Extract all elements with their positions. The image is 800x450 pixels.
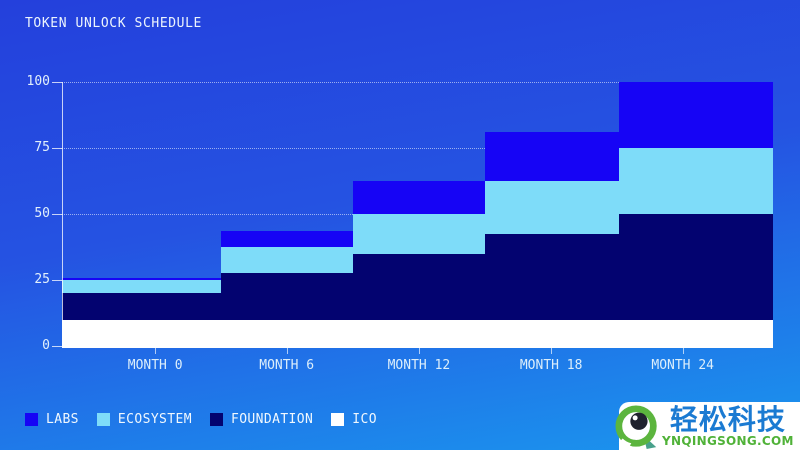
segment-foundation-0	[62, 293, 222, 320]
legend: LABS ECOSYSTEM FOUNDATION ICO	[25, 412, 377, 427]
segment-foundation-1	[221, 273, 353, 320]
x-tick-label-month-24: MONTH 24	[651, 358, 714, 373]
chart-title: TOKEN UNLOCK SCHEDULE	[25, 16, 202, 31]
y-axis-line	[62, 82, 63, 346]
y-tick-100	[52, 82, 62, 83]
legend-item-ecosystem: ECOSYSTEM	[96, 412, 192, 427]
segment-ico-0	[62, 319, 222, 346]
segment-ecosystem-2	[352, 214, 486, 254]
plot-area	[62, 82, 773, 346]
legend-swatch-ico	[331, 413, 345, 426]
y-tick-75	[52, 148, 62, 149]
chart-column-1	[221, 82, 353, 346]
legend-swatch-foundation	[209, 413, 223, 426]
legend-item-foundation: FOUNDATION	[209, 412, 314, 427]
x-tick-label-month-18: MONTH 18	[519, 358, 583, 373]
brand-text-block: 轻松科技 YNQINGSONG.COM	[662, 402, 794, 448]
y-tick-label-100: 100	[26, 74, 50, 89]
brand-mascot-icon	[615, 405, 657, 450]
y-tick-label-50: 50	[34, 206, 50, 221]
segment-ecosystem-1	[221, 247, 353, 274]
legend-label-ecosystem: ECOSYSTEM	[117, 412, 192, 427]
gridline-75	[62, 148, 773, 149]
segment-ico-2	[352, 319, 486, 346]
chart-column-3	[485, 82, 619, 346]
segment-labs-2	[352, 181, 486, 215]
x-tick-4	[682, 348, 684, 354]
gridline-100	[62, 82, 773, 83]
segment-labs-0	[62, 278, 222, 281]
chart-column-0	[62, 82, 222, 346]
x-tick-2	[418, 348, 420, 354]
x-tick-3	[551, 348, 553, 354]
segment-ecosystem-0	[62, 280, 222, 294]
chart-column-2	[352, 82, 486, 346]
y-tick-label-25: 25	[34, 272, 50, 287]
brand-name: 轻松科技	[669, 402, 786, 436]
segment-ico-1	[221, 319, 353, 346]
x-tick-label-month-12: MONTH 12	[387, 358, 451, 373]
segment-ecosystem-3	[485, 181, 619, 234]
y-tick-50	[52, 214, 62, 215]
segment-foundation-3	[485, 233, 619, 320]
segment-ico-3	[485, 319, 619, 346]
x-tick-0	[155, 348, 157, 354]
legend-label-labs: LABS	[46, 412, 79, 427]
x-axis-line	[62, 346, 773, 348]
x-tick-label-month-0: MONTH 0	[127, 358, 183, 373]
y-tick-25	[52, 280, 62, 281]
legend-item-labs: LABS	[25, 412, 79, 427]
y-tick-label-75: 75	[34, 140, 50, 155]
segment-labs-4	[618, 82, 773, 149]
segment-ico-4	[618, 319, 773, 346]
segment-foundation-2	[352, 253, 486, 320]
x-tick-1	[286, 348, 288, 354]
chart-column-4	[618, 82, 773, 346]
segment-labs-1	[221, 230, 353, 248]
brand-site: YNQINGSONG.COM	[662, 433, 794, 448]
x-tick-label-month-6: MONTH 6	[259, 358, 315, 373]
legend-item-ico: ICO	[331, 412, 377, 427]
legend-label-ico: ICO	[352, 412, 377, 427]
legend-label-foundation: FOUNDATION	[230, 412, 314, 427]
segment-foundation-4	[618, 214, 773, 320]
segment-ecosystem-4	[618, 148, 773, 215]
y-tick-0	[52, 346, 62, 347]
y-tick-label-0: 0	[42, 338, 50, 353]
watermark-panel: 轻松科技 YNQINGSONG.COM	[615, 402, 800, 450]
legend-swatch-ecosystem	[96, 413, 110, 426]
segment-labs-3	[485, 131, 619, 182]
legend-swatch-labs	[25, 413, 38, 426]
